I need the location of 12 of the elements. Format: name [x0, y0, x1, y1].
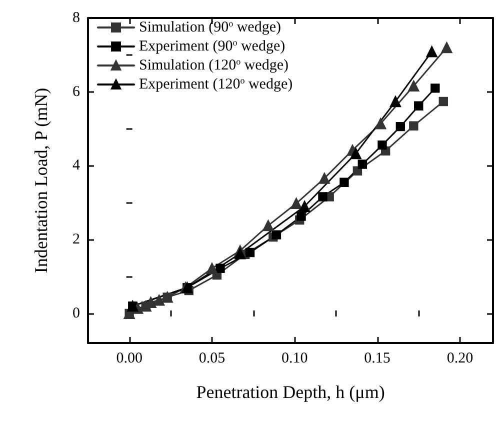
y-tick-label: 6 [72, 84, 80, 100]
y-tick-label: 4 [72, 158, 80, 174]
y-tick-label: 8 [72, 10, 80, 26]
y-tick-label: 2 [72, 232, 80, 248]
x-tick-label: 0.05 [198, 350, 226, 366]
x-tick-label: 0.10 [282, 350, 308, 366]
y-axis-title: Indentation Load, P (mN) [31, 88, 51, 274]
x-tick-label: 0.00 [116, 350, 142, 366]
x-axis-title: Penetration Depth, h (μm) [196, 382, 385, 402]
y-tick-label: 0 [72, 305, 80, 322]
x-tick-label: 0.20 [446, 350, 474, 366]
x-tick-label: 0.15 [364, 350, 390, 366]
